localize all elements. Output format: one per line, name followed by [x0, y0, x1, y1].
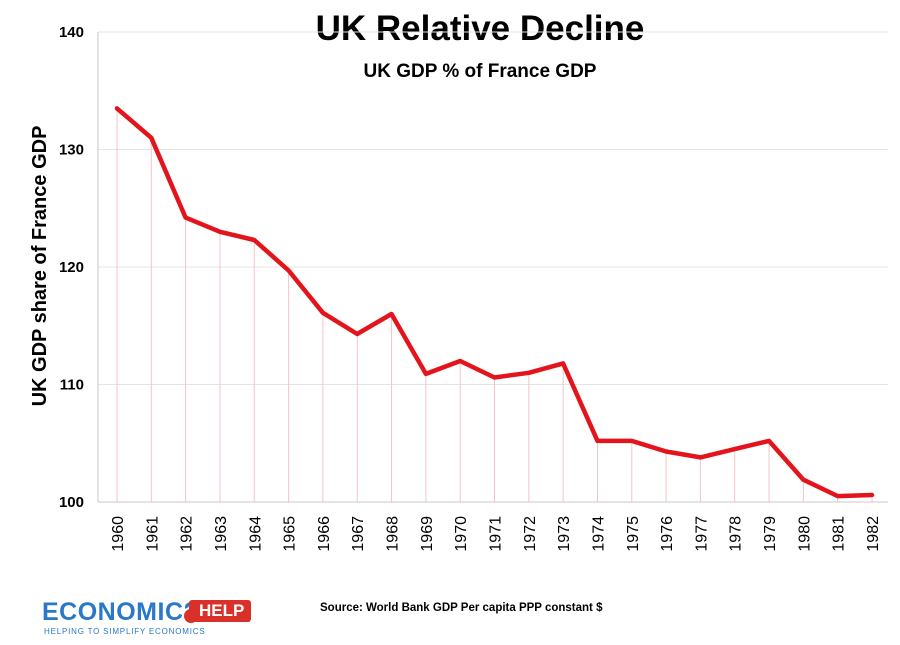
data-point-1979 — [768, 440, 770, 442]
data-point-1960 — [116, 107, 118, 109]
x-tick-1976: 1976 — [659, 516, 676, 552]
x-tick-1970: 1970 — [453, 516, 470, 552]
data-point-1976 — [665, 450, 667, 452]
drop-lines — [116, 108, 873, 502]
data-point-1981 — [837, 495, 839, 497]
data-point-1978 — [734, 448, 736, 450]
y-tick-110: 110 — [60, 377, 84, 394]
x-tick-1969: 1969 — [419, 516, 436, 552]
y-axis-label: UK GDP share of France GDP — [29, 126, 51, 407]
logo-badge: HELP — [189, 600, 252, 622]
data-point-1969 — [425, 373, 427, 375]
x-tick-1975: 1975 — [625, 516, 642, 552]
data-point-1961 — [150, 137, 152, 139]
y-tick-100: 100 — [59, 494, 84, 511]
x-tick-1982: 1982 — [865, 516, 882, 552]
data-point-1971 — [494, 376, 495, 378]
x-tick-1981: 1981 — [831, 516, 848, 552]
x-tick-1964: 1964 — [247, 516, 264, 552]
data-point-1975 — [631, 440, 633, 442]
data-point-1962 — [185, 217, 187, 219]
x-tick-1977: 1977 — [693, 516, 710, 552]
data-point-1967 — [356, 333, 358, 335]
x-tick-1960: 1960 — [110, 516, 127, 552]
data-point-1963 — [219, 231, 221, 233]
data-point-1980 — [802, 479, 804, 481]
x-tick-labels: 1960 1961 1962 1963 1964 1965 1966 1967 1968 1969… — [110, 516, 882, 552]
chart-title: UK Relative Decline — [316, 9, 645, 48]
logo-tagline: HELPING TO SIMPLIFY ECONOMICS — [44, 627, 206, 636]
y-tick-labels: 100 110 120 130 140 — [59, 24, 84, 511]
economics-help-logo[interactable]: ECONOMICS HELP HELPING TO SIMPLIFY ECONO… — [42, 598, 252, 638]
axes — [97, 32, 888, 503]
x-tick-1965: 1965 — [282, 516, 299, 552]
data-point-1973 — [562, 362, 564, 364]
data-point-1966 — [322, 312, 324, 314]
x-tick-1980: 1980 — [796, 516, 813, 552]
data-point-1965 — [288, 270, 290, 272]
x-tick-1978: 1978 — [728, 516, 745, 552]
data-point-1972 — [528, 372, 530, 374]
data-point-1968 — [391, 313, 393, 315]
source-note: Source: World Bank GDP Per capita PPP co… — [320, 602, 603, 614]
data-point-1977 — [699, 456, 701, 458]
gridlines — [98, 31, 888, 385]
x-tick-1968: 1968 — [385, 516, 402, 552]
data-point-1974 — [596, 440, 598, 442]
chart-subtitle: UK GDP % of France GDP — [364, 61, 597, 82]
data-point-1970 — [459, 360, 461, 362]
logo-word: ECONOMICS — [42, 598, 201, 626]
y-tick-120: 120 — [59, 259, 84, 276]
x-tick-1979: 1979 — [762, 516, 779, 552]
x-tick-1967: 1967 — [350, 516, 367, 552]
x-tick-1961: 1961 — [144, 516, 161, 552]
series — [114, 106, 875, 499]
x-tick-1974: 1974 — [590, 516, 607, 552]
x-tick-1973: 1973 — [556, 516, 573, 552]
x-tick-1962: 1962 — [179, 516, 196, 552]
y-tick-130: 130 — [59, 142, 84, 159]
data-point-1964 — [253, 239, 255, 241]
x-tick-1972: 1972 — [522, 516, 539, 552]
x-tick-1971: 1971 — [488, 516, 505, 552]
y-tick-140: 140 — [59, 24, 84, 41]
x-tick-1966: 1966 — [316, 516, 333, 552]
x-tick-1963: 1963 — [213, 516, 230, 552]
data-point-1982 — [871, 494, 873, 496]
